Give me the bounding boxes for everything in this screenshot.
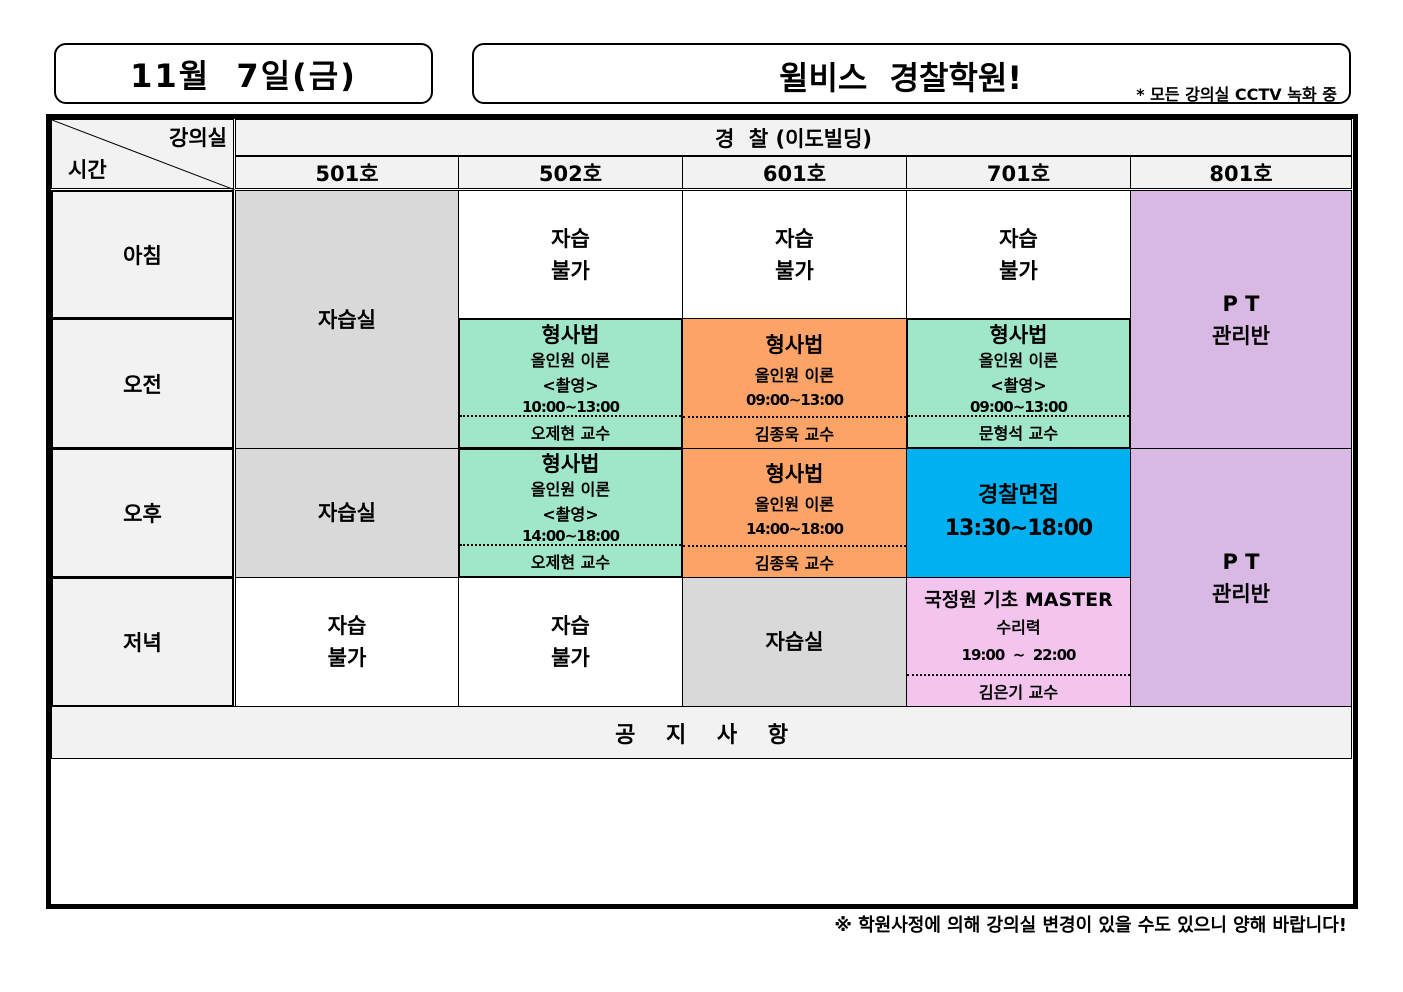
tag: <촬영> <box>990 375 1047 395</box>
professor: 문형석 교수 <box>908 415 1129 447</box>
course: 수리력 <box>996 617 1041 637</box>
cell-text: P T <box>1222 291 1260 316</box>
cell-502-pm: 형사법 올인원 이론 <촬영> 14:00~18:00 오제현 교수 <box>458 448 683 578</box>
course: 올인원 이론 <box>530 350 611 370</box>
cell-text: 불가 <box>551 258 590 283</box>
time: 19:00 ~ 22:00 <box>961 645 1077 664</box>
time: 14:00~18:00 <box>521 527 620 545</box>
subject: 형사법 <box>541 322 600 347</box>
professor: 김종욱 교수 <box>683 416 906 448</box>
timetable <box>46 114 1358 909</box>
time: 10:00~13:00 <box>521 397 620 416</box>
cell-text: 관리반 <box>1212 581 1270 606</box>
cell-701-am: 형사법 올인원 이론 <촬영> 09:00~13:00 문형석 교수 <box>906 318 1131 449</box>
cell-text: 불가 <box>999 258 1038 283</box>
cell-text: P T <box>1222 549 1260 574</box>
room-header-501: 501호 <box>235 156 459 189</box>
room-header-801: 801호 <box>1130 156 1352 189</box>
room-header-701: 701호 <box>906 156 1131 189</box>
subject: 형사법 <box>541 452 600 476</box>
time: 09:00~13:00 <box>745 390 844 409</box>
cell-text: 자습 <box>775 226 814 251</box>
cell-text: 자습 <box>551 614 590 638</box>
cell-text: 자습 <box>999 226 1038 251</box>
professor: 김종욱 교수 <box>683 545 906 577</box>
notice-title: 공 지 사 항 <box>51 706 1352 759</box>
notice-body <box>51 758 1352 904</box>
cell-text: 불가 <box>775 258 814 283</box>
subject: 형사법 <box>765 332 824 357</box>
period-pm: 오후 <box>51 448 234 578</box>
cell-601-evening: 자습실 <box>682 577 907 707</box>
room-header-601: 601호 <box>682 156 907 189</box>
cell-text: 자습실 <box>318 307 376 332</box>
tag: <촬영> <box>542 505 599 524</box>
course: 올인원 이론 <box>978 350 1059 370</box>
subject: 형사법 <box>989 322 1048 347</box>
cell-601-pm: 형사법 올인원 이론 14:00~18:00 김종욱 교수 <box>682 448 907 578</box>
cell-501-pm: 자습실 <box>235 448 459 578</box>
academy-title: 윌비스 경찰학원! <box>779 59 1022 97</box>
title-box: 윌비스 경찰학원! * 모든 강의실 CCTV 녹화 중 <box>472 43 1351 104</box>
course: 올인원 이론 <box>754 495 835 514</box>
tag: <촬영> <box>542 375 599 395</box>
subject: 국정원 기초 MASTER <box>924 588 1113 611</box>
period-morning: 아침 <box>51 190 234 319</box>
cell-text: 관리반 <box>1212 323 1270 348</box>
professor: 오제현 교수 <box>460 544 681 576</box>
cell-801-pm-evening: P T 관리반 <box>1130 448 1352 707</box>
course: 올인원 이론 <box>530 480 611 499</box>
cell-text: 자습실 <box>765 630 824 654</box>
cell-text: 자습 <box>327 614 367 638</box>
cell-701-pm: 경찰면접 13:30~18:00 <box>906 448 1131 578</box>
time: 14:00~18:00 <box>745 520 844 538</box>
cell-701-evening: 국정원 기초 MASTER 수리력 19:00 ~ 22:00 김은기 교수 <box>906 577 1131 707</box>
period-am: 오전 <box>51 318 234 449</box>
cell-601-am: 형사법 올인원 이론 09:00~13:00 김종욱 교수 <box>682 318 907 449</box>
time: 09:00~13:00 <box>969 397 1068 416</box>
room-label: 강의실 <box>169 126 227 150</box>
cell-text: 자습실 <box>318 501 376 525</box>
professor: 오제현 교수 <box>460 415 681 447</box>
time: 13:30~18:00 <box>944 516 1093 541</box>
subject: 형사법 <box>765 462 824 486</box>
professor: 김은기 교수 <box>907 674 1130 706</box>
cell-text: 자습 <box>551 226 590 251</box>
cell-801-morning-am: P T 관리반 <box>1130 190 1352 449</box>
cell-502-am: 형사법 올인원 이론 <촬영> 10:00~13:00 오제현 교수 <box>458 318 683 449</box>
course: 올인원 이론 <box>754 365 835 385</box>
cell-text: 불가 <box>551 646 590 670</box>
date-text: 11월 7일(금) <box>130 56 357 95</box>
building-header: 경 찰 (이도빌딩) <box>235 119 1352 156</box>
cctv-note: * 모든 강의실 CCTV 녹화 중 <box>1136 85 1337 104</box>
footer-note: ※ 학원사정에 의해 강의실 변경이 있을 수도 있으니 양해 바랍니다! <box>834 915 1347 936</box>
cell-text: 불가 <box>327 646 367 670</box>
cell-501-am: 자습실 <box>235 190 459 449</box>
period-evening: 저녁 <box>51 577 234 707</box>
date-box: 11월 7일(금) <box>54 43 433 104</box>
subject: 경찰면접 <box>978 483 1059 508</box>
room-header-502: 502호 <box>458 156 683 189</box>
diagonal-line <box>52 120 235 190</box>
time-label: 시간 <box>68 158 107 182</box>
corner-header: 강의실 시간 <box>51 119 235 190</box>
